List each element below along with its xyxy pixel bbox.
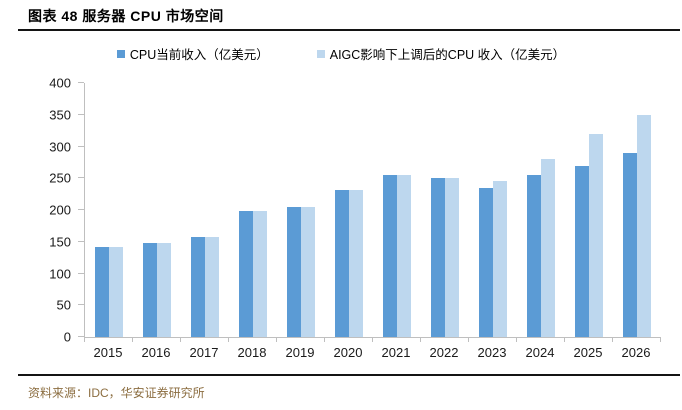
y-axis: 0 50 100 150 200 250 300 350 400 bbox=[0, 77, 84, 344]
x-tick-label-2020: 2020 bbox=[333, 345, 363, 360]
bar-series2-2021 bbox=[397, 175, 411, 337]
x-tick-mark-6 bbox=[372, 338, 373, 342]
legend-swatch-series1 bbox=[116, 49, 125, 58]
footer-divider bbox=[18, 374, 680, 376]
y-tick-label-50: 50 bbox=[56, 297, 71, 313]
bar-group-2019 bbox=[277, 83, 325, 337]
x-tick-label-2017: 2017 bbox=[189, 345, 219, 360]
bar-series2-2023 bbox=[493, 181, 507, 337]
bar-series2-2019 bbox=[301, 206, 315, 337]
x-tick-label-2024: 2024 bbox=[525, 345, 555, 360]
y-tick-label-200: 200 bbox=[49, 202, 71, 218]
bar-series2-2025 bbox=[589, 133, 603, 337]
y-tick-label-150: 150 bbox=[49, 234, 71, 250]
y-tick-mark-100 bbox=[78, 272, 84, 274]
legend-label-series1: CPU当前收入（亿美元） bbox=[129, 48, 269, 62]
chart-legend: CPU当前收入（亿美元） AIGC影响下上调后的CPU 收入（亿美元） bbox=[0, 44, 682, 63]
title-divider bbox=[18, 29, 680, 31]
x-tick-label-2019: 2019 bbox=[285, 345, 315, 360]
bar-series1-2024 bbox=[527, 175, 541, 337]
bar-series2-2020 bbox=[349, 189, 363, 337]
bar-series2-2026 bbox=[637, 114, 651, 337]
source-note: 资料来源：IDC，华安证券研究所 bbox=[28, 386, 205, 400]
legend-item-aigc-adjusted-revenue: AIGC影响下上调后的CPU 收入（亿美元） bbox=[316, 44, 566, 63]
x-tick-mark-0 bbox=[84, 338, 85, 342]
x-tick-label-2015: 2015 bbox=[93, 345, 123, 360]
y-tick-mark-250 bbox=[78, 177, 84, 179]
bar-group-2025 bbox=[565, 83, 613, 337]
bar-series1-2023 bbox=[479, 187, 493, 337]
bar-series2-2017 bbox=[205, 236, 219, 337]
x-tick-label-2023: 2023 bbox=[477, 345, 507, 360]
x-tick-mark-1 bbox=[132, 338, 133, 342]
plot-area bbox=[84, 83, 661, 338]
x-tick-label-2021: 2021 bbox=[381, 345, 411, 360]
x-tick-mark-12 bbox=[660, 338, 661, 342]
legend-label-series2: AIGC影响下上调后的CPU 收入（亿美元） bbox=[329, 48, 566, 62]
bar-series1-2017 bbox=[191, 236, 205, 337]
x-tick-label-2025: 2025 bbox=[573, 345, 603, 360]
y-tick-label-250: 250 bbox=[49, 170, 71, 186]
bar-series1-2016 bbox=[143, 243, 157, 337]
bar-group-2026 bbox=[613, 83, 661, 337]
y-tick-mark-150 bbox=[78, 240, 84, 242]
y-tick-mark-50 bbox=[78, 304, 84, 306]
bar-series2-2022 bbox=[445, 178, 459, 337]
y-tick-label-350: 350 bbox=[49, 107, 71, 123]
y-tick-label-400: 400 bbox=[49, 75, 71, 91]
legend-item-current-revenue: CPU当前收入（亿美元） bbox=[116, 44, 269, 63]
bar-series1-2026 bbox=[623, 152, 637, 337]
bar-group-2018 bbox=[229, 83, 277, 337]
y-tick-mark-0 bbox=[78, 336, 84, 337]
bar-series1-2022 bbox=[431, 178, 445, 337]
bar-series1-2025 bbox=[575, 165, 589, 337]
x-tick-label-2022: 2022 bbox=[429, 345, 459, 360]
bar-group-2016 bbox=[133, 83, 181, 337]
bar-group-2020 bbox=[325, 83, 373, 337]
y-tick-label-0: 0 bbox=[63, 329, 71, 345]
y-tick-mark-300 bbox=[78, 145, 84, 147]
bar-series1-2019 bbox=[287, 206, 301, 337]
bar-series1-2020 bbox=[335, 189, 349, 337]
x-tick-mark-2 bbox=[180, 338, 181, 342]
y-tick-label-100: 100 bbox=[49, 266, 71, 281]
x-tick-mark-5 bbox=[324, 338, 325, 342]
bar-group-2024 bbox=[517, 83, 565, 337]
bar-series2-2016 bbox=[157, 243, 171, 337]
bar-series1-2015 bbox=[95, 246, 109, 337]
x-tick-mark-10 bbox=[564, 338, 565, 342]
x-tick-mark-4 bbox=[276, 338, 277, 342]
bar-series1-2018 bbox=[239, 210, 253, 337]
bar-series2-2024 bbox=[541, 159, 555, 337]
x-tick-label-2026: 2026 bbox=[621, 345, 651, 360]
x-tick-mark-3 bbox=[228, 338, 229, 342]
y-tick-label-300: 300 bbox=[49, 139, 71, 154]
y-tick-mark-350 bbox=[78, 113, 84, 115]
y-tick-mark-200 bbox=[78, 209, 84, 210]
x-tick-mark-7 bbox=[420, 338, 421, 342]
x-axis: 2015 2016 2017 2018 2019 2020 2021 2022 2023 2024… bbox=[84, 345, 660, 360]
bar-group-2017 bbox=[181, 83, 229, 337]
x-tick-mark-9 bbox=[516, 338, 517, 342]
legend-swatch-series2 bbox=[316, 49, 325, 58]
x-tick-mark-8 bbox=[468, 338, 469, 342]
x-axis-ticks bbox=[84, 338, 661, 342]
bar-series2-2015 bbox=[109, 246, 123, 337]
bar-group-2021 bbox=[373, 83, 421, 337]
bar-group-2023 bbox=[469, 83, 517, 337]
x-tick-label-2016: 2016 bbox=[141, 345, 171, 360]
y-tick-mark-400 bbox=[78, 82, 84, 83]
figure-title: 图表 48 服务器 CPU 市场空间 bbox=[28, 8, 224, 24]
bar-series2-2018 bbox=[253, 210, 267, 337]
bar-group-2022 bbox=[421, 83, 469, 337]
x-tick-label-2018: 2018 bbox=[237, 345, 267, 360]
bar-group-2015 bbox=[85, 83, 133, 337]
x-tick-mark-11 bbox=[612, 338, 613, 342]
bar-series1-2021 bbox=[383, 175, 397, 337]
